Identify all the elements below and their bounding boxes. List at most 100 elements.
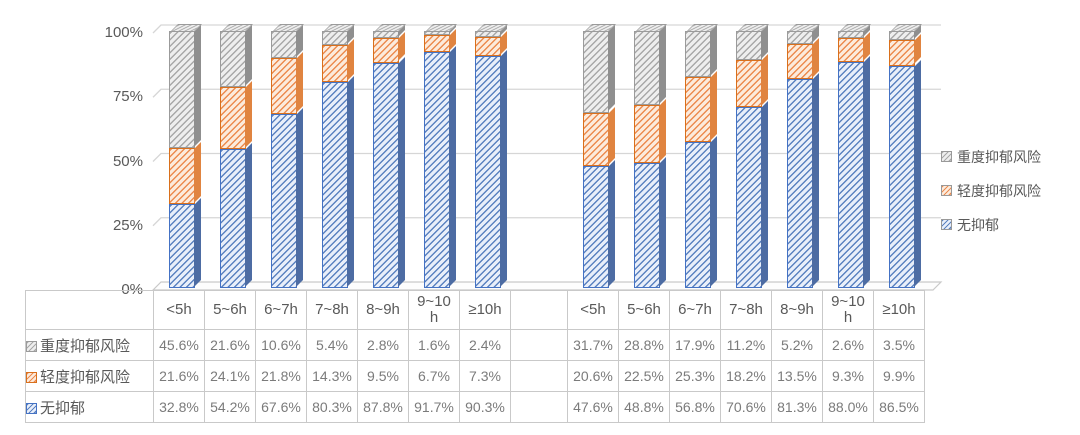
bar-g2-≥10h: [889, 24, 922, 288]
table-value-cell: 2.6%: [822, 329, 874, 361]
bar-segment-无抑郁: [475, 49, 507, 288]
category-label-cell: 5~6h: [618, 290, 670, 330]
category-header-row: <5h 5~6h 6~7h 7~8h 8~9h 9~10 h ≥10h <5h 5~6h 6~7h…: [25, 290, 925, 330]
bar-g1-5~6h: [220, 24, 253, 288]
table-value-cell: 5.2%: [771, 329, 823, 361]
bar-segment-无抑郁: [583, 159, 615, 288]
bar-side-face: [245, 142, 252, 287]
bar-segment-轻度抑郁风险: [583, 106, 615, 166]
severe-risk-hatch-swatch-icon: [941, 151, 952, 162]
legend-item-mild-risk: 轻度抑郁风险: [941, 180, 1041, 201]
bar-side-face: [398, 56, 405, 287]
bar-g2-9~10h: [838, 24, 871, 288]
legend-label: 轻度抑郁风险: [957, 182, 1041, 199]
bar-segment-重度抑郁风险: [685, 24, 718, 78]
table-value-cell: 9.9%: [873, 360, 925, 392]
bar-segment-无抑郁: [634, 156, 666, 288]
category-label-cell: 6~7h: [669, 290, 721, 330]
table-value-cell: 86.5%: [873, 391, 925, 423]
category-label-cell: <5h: [567, 290, 619, 330]
bar-side-face: [296, 52, 303, 114]
table-value-cell: 22.5%: [618, 360, 670, 392]
bar-segment-轻度抑郁风险: [271, 52, 303, 115]
bar-segment-重度抑郁风险: [634, 23, 667, 105]
legend-label: 重度抑郁风险: [957, 148, 1041, 165]
bar-segment-无抑郁: [220, 142, 252, 288]
table-value-cell: 81.3%: [771, 391, 823, 423]
table-value-cell: 31.7%: [567, 329, 619, 361]
bar-g2-5~6h: [634, 23, 667, 288]
bar-segment-重度抑郁风险: [838, 24, 871, 38]
bar-segment-重度抑郁风险: [583, 24, 616, 113]
bar-segment-无抑郁: [271, 108, 303, 288]
table-value-cell: 11.2%: [720, 329, 772, 361]
bar-side-face: [761, 53, 768, 106]
bar-side-face: [659, 24, 666, 104]
table-corner-blank: [25, 290, 154, 330]
table-value-cell: 54.2%: [204, 391, 256, 423]
table-value-cell: 91.7%: [408, 391, 460, 423]
bar-segment-重度抑郁风险: [889, 24, 922, 41]
table-value-cell: 28.8%: [618, 329, 670, 361]
table-value-cell: 70.6%: [720, 391, 772, 423]
bar-side-face: [194, 25, 201, 148]
data-table: <5h 5~6h 6~7h 7~8h 8~9h 9~10 h ≥10h <5h 5~6h 6~7h…: [25, 290, 925, 423]
legend-label: 无抑郁: [957, 216, 999, 233]
bar-segment-重度抑郁风险: [475, 24, 508, 38]
bar-side-face: [194, 142, 201, 203]
table-row: 轻度抑郁风险 21.6% 24.1% 21.8% 14.3% 9.5% 6.7% 7.3% 20…: [25, 360, 925, 392]
bar-segment-轻度抑郁风险: [220, 80, 252, 149]
bar-segment-轻度抑郁风险: [424, 29, 456, 53]
bar-g2-6~7h: [685, 24, 718, 288]
table-value-cell: 88.0%: [822, 391, 874, 423]
table-value-cell: 80.3%: [306, 391, 358, 423]
bar-segment-重度抑郁风险: [373, 23, 406, 39]
category-label-cell: ≥10h: [873, 290, 925, 330]
table-value-cell: 10.6%: [255, 329, 307, 361]
bar-side-face: [608, 25, 615, 112]
bar-segment-轻度抑郁风险: [634, 98, 666, 163]
table-separator-cell: [510, 391, 568, 423]
category-separator-cell: [510, 290, 568, 330]
bar-segment-轻度抑郁风险: [322, 38, 354, 82]
chart-legend: 重度抑郁风险 轻度抑郁风险 无抑郁: [941, 146, 1041, 235]
bar-side-face: [449, 46, 456, 287]
bar-segment-无抑郁: [169, 197, 201, 288]
table-value-cell: 2.4%: [459, 329, 511, 361]
table-value-cell: 14.3%: [306, 360, 358, 392]
bar-segment-无抑郁: [373, 56, 405, 288]
category-label-cell: 9~10 h: [822, 290, 874, 330]
table-row: 重度抑郁风险 45.6% 21.6% 10.6% 5.4% 2.8% 1.6% 2.4% 31.…: [25, 329, 925, 361]
table-value-cell: 9.3%: [822, 360, 874, 392]
series-key-icon: [26, 402, 37, 414]
bar-side-face: [710, 136, 717, 287]
table-separator-cell: [510, 360, 568, 392]
bar-segment-轻度抑郁风险: [838, 31, 870, 62]
table-value-cell: 90.3%: [459, 391, 511, 423]
table-value-cell: 21.6%: [153, 360, 205, 392]
bar-segment-轻度抑郁风险: [787, 38, 819, 80]
bar-side-face: [659, 156, 666, 287]
table-value-cell: 9.5%: [357, 360, 409, 392]
bar-segment-无抑郁: [787, 73, 819, 288]
table-value-cell: 5.4%: [306, 329, 358, 361]
category-label-cell: 9~10 h: [408, 290, 460, 330]
bar-side-face: [245, 80, 252, 148]
table-value-cell: 45.6%: [153, 329, 205, 361]
bar-g2-<5h: [583, 24, 616, 288]
bar-g1-9~10h: [424, 24, 457, 288]
bar-side-face: [296, 108, 303, 287]
bar-segment-重度抑郁风险: [322, 24, 355, 45]
bar-side-face: [245, 25, 252, 86]
table-value-cell: 21.8%: [255, 360, 307, 392]
bar-g1-6~7h: [271, 24, 304, 288]
y-axis-label: 100%: [104, 24, 143, 41]
bar-segment-轻度抑郁风险: [373, 32, 405, 63]
bar-segment-重度抑郁风险: [424, 24, 457, 36]
bar-side-face: [710, 71, 717, 142]
bar-segment-无抑郁: [685, 136, 717, 288]
table-value-cell: 32.8%: [153, 391, 205, 423]
table-value-cell: 24.1%: [204, 360, 256, 392]
bar-g1-≥10h: [475, 24, 508, 288]
bar-segment-无抑郁: [838, 55, 870, 288]
